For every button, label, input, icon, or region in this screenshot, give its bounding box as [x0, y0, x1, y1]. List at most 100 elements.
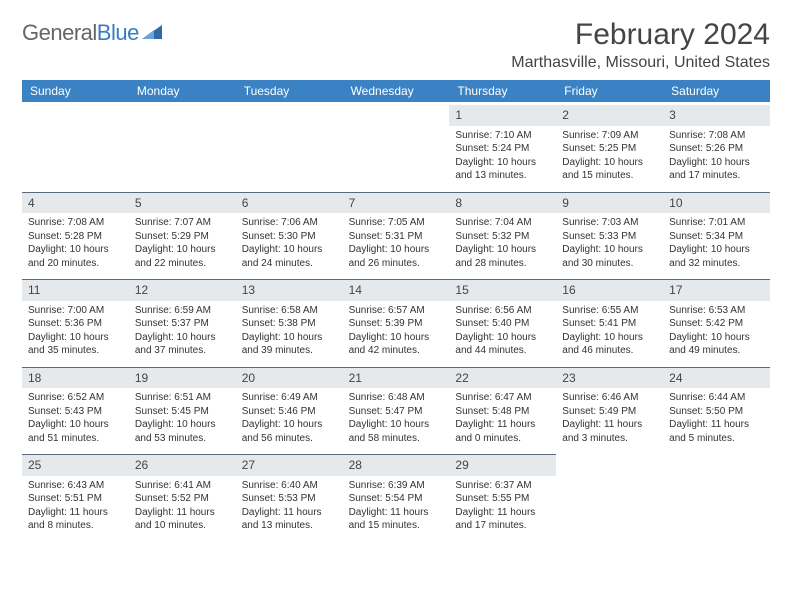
sunset-text: Sunset: 5:39 PM	[349, 317, 444, 331]
sunset-text: Sunset: 5:28 PM	[28, 230, 123, 244]
day-number-row: 28	[343, 454, 450, 476]
title-block: February 2024 Marthasville, Missouri, Un…	[511, 18, 770, 76]
day-number: 10	[669, 196, 682, 210]
day-number-row: 25	[22, 454, 129, 476]
daylight-text: Daylight: 11 hours and 3 minutes.	[562, 418, 657, 445]
calendar-day-cell	[556, 451, 663, 539]
weekday-label: Monday	[129, 80, 236, 102]
sunset-text: Sunset: 5:55 PM	[455, 492, 550, 506]
day-number-row: 13	[236, 279, 343, 301]
calendar-day-cell: 19Sunrise: 6:51 AMSunset: 5:45 PMDayligh…	[129, 364, 236, 452]
day-number-row: 27	[236, 454, 343, 476]
calendar-day-cell: 6Sunrise: 7:06 AMSunset: 5:30 PMDaylight…	[236, 189, 343, 277]
sunset-text: Sunset: 5:33 PM	[562, 230, 657, 244]
calendar-day-cell: 1Sunrise: 7:10 AMSunset: 5:24 PMDaylight…	[449, 102, 556, 189]
sunset-text: Sunset: 5:24 PM	[455, 142, 550, 156]
calendar-day-cell: 26Sunrise: 6:41 AMSunset: 5:52 PMDayligh…	[129, 451, 236, 539]
calendar-day-cell: 17Sunrise: 6:53 AMSunset: 5:42 PMDayligh…	[663, 276, 770, 364]
daylight-text: Daylight: 10 hours and 17 minutes.	[669, 156, 764, 183]
calendar-day-cell: 21 Sunrise: 6:48 AMSunset: 5:47 PMDayligh…	[343, 364, 450, 452]
sunrise-text: Sunrise: 6:51 AM	[135, 391, 230, 405]
calendar-day-cell: 23Sunrise: 6:46 AMSunset: 5:49 PMDayligh…	[556, 364, 663, 452]
day-number-row: 24	[663, 367, 770, 389]
weekday-label: Wednesday	[343, 80, 450, 102]
daylight-text: Daylight: 10 hours and 30 minutes.	[562, 243, 657, 270]
sunrise-text: Sunrise: 6:48 AM	[349, 391, 444, 405]
sunset-text: Sunset: 5:43 PM	[28, 405, 123, 419]
calendar-week: 11Sunrise: 7:00 AMSunset: 5:36 PMDayligh…	[22, 276, 770, 364]
sunset-text: Sunset: 5:52 PM	[135, 492, 230, 506]
day-number-row: 17	[663, 279, 770, 301]
sunrise-text: Sunrise: 6:39 AM	[349, 479, 444, 493]
daylight-text: Daylight: 10 hours and 56 minutes.	[242, 418, 337, 445]
sunrise-text: Sunrise: 6:58 AM	[242, 304, 337, 318]
weekday-header: Sunday Monday Tuesday Wednesday Thursday…	[22, 80, 770, 102]
day-number-row: 19	[129, 367, 236, 389]
calendar: Sunday Monday Tuesday Wednesday Thursday…	[22, 80, 770, 539]
calendar-week: 4Sunrise: 7:08 AMSunset: 5:28 PMDaylight…	[22, 189, 770, 277]
sunrise-text: Sunrise: 6:59 AM	[135, 304, 230, 318]
day-number: 16	[562, 283, 575, 297]
sunset-text: Sunset: 5:41 PM	[562, 317, 657, 331]
daylight-text: Daylight: 10 hours and 39 minutes.	[242, 331, 337, 358]
sunset-text: Sunset: 5:46 PM	[242, 405, 337, 419]
day-number-row: 1	[449, 105, 556, 126]
daylight-text: Daylight: 10 hours and 49 minutes.	[669, 331, 764, 358]
sunset-text: Sunset: 5:30 PM	[242, 230, 337, 244]
sunset-text: Sunset: 5:53 PM	[242, 492, 337, 506]
sunrise-text: Sunrise: 6:52 AM	[28, 391, 123, 405]
calendar-day-cell: 9Sunrise: 7:03 AMSunset: 5:33 PMDaylight…	[556, 189, 663, 277]
calendar-week: 25Sunrise: 6:43 AMSunset: 5:51 PMDayligh…	[22, 451, 770, 539]
sunset-text: Sunset: 5:37 PM	[135, 317, 230, 331]
day-number: 28	[349, 458, 362, 472]
daylight-text: Daylight: 11 hours and 0 minutes.	[455, 418, 550, 445]
daylight-text: Daylight: 10 hours and 26 minutes.	[349, 243, 444, 270]
day-number-row: 18	[22, 367, 129, 389]
day-number: 14	[349, 283, 362, 297]
calendar-week: 18 Sunrise: 6:52 AMSunset: 5:43 PM Dayligh…	[22, 364, 770, 452]
daylight-text: Daylight: 11 hours and 5 minutes.	[669, 418, 764, 445]
sunrise-text: Sunrise: 6:53 AM	[669, 304, 764, 318]
daylight-text: Daylight: 11 hours and 8 minutes.	[28, 506, 123, 533]
daylight-text: Daylight: 10 hours and 35 minutes.	[28, 331, 123, 358]
day-number: 23	[562, 371, 575, 385]
calendar-day-cell: 13Sunrise: 6:58 AMSunset: 5:38 PMDayligh…	[236, 276, 343, 364]
weekday-label: Thursday	[449, 80, 556, 102]
day-number: 7	[349, 196, 356, 210]
day-number-row: 2	[556, 105, 663, 126]
day-number-row: 11	[22, 279, 129, 301]
calendar-day-cell	[236, 102, 343, 189]
day-number-row: 21	[343, 367, 450, 389]
header: GeneralBlue February 2024 Marthasville, …	[22, 18, 770, 76]
sunset-text: Sunset: 5:50 PM	[669, 405, 764, 419]
daylight-text: Daylight: 10 hours and 46 minutes.	[562, 331, 657, 358]
sunset-text: Sunset: 5:26 PM	[669, 142, 764, 156]
calendar-day-cell: 20Sunrise: 6:49 AMSunset: 5:46 PMDayligh…	[236, 364, 343, 452]
daylight-text: Daylight: 10 hours and 42 minutes.	[349, 331, 444, 358]
day-number-row: 16	[556, 279, 663, 301]
day-number: 22	[455, 371, 468, 385]
day-number: 12	[135, 283, 148, 297]
day-number: 15	[455, 283, 468, 297]
sunset-text: Sunset: 5:47 PM	[349, 405, 444, 419]
sunset-text: Sunset: 5:34 PM	[669, 230, 764, 244]
sunrise-text: Sunrise: 7:06 AM	[242, 216, 337, 230]
daylight-text: Daylight: 11 hours and 15 minutes.	[349, 506, 444, 533]
day-number: 25	[28, 458, 41, 472]
calendar-day-cell: 11Sunrise: 7:00 AMSunset: 5:36 PMDayligh…	[22, 276, 129, 364]
daylight-text: Daylight: 10 hours and 58 minutes.	[349, 418, 444, 445]
sunset-text: Sunset: 5:31 PM	[349, 230, 444, 244]
daylight-text: Daylight: 11 hours and 13 minutes.	[242, 506, 337, 533]
calendar-day-cell: 3Sunrise: 7:08 AMSunset: 5:26 PMDaylight…	[663, 102, 770, 189]
daylight-text: Daylight: 10 hours and 13 minutes.	[455, 156, 550, 183]
day-number-row: 12	[129, 279, 236, 301]
day-number-row: 29	[449, 454, 556, 476]
sunrise-text: Sunrise: 6:46 AM	[562, 391, 657, 405]
calendar-day-cell	[663, 451, 770, 539]
daylight-text: Daylight: 11 hours and 17 minutes.	[455, 506, 550, 533]
calendar-day-cell: 5Sunrise: 7:07 AMSunset: 5:29 PMDaylight…	[129, 189, 236, 277]
calendar-day-cell: 15Sunrise: 6:56 AMSunset: 5:40 PMDayligh…	[449, 276, 556, 364]
calendar-day-cell: 18Sunrise: 6:52 AMSunset: 5:43 PMDayligh…	[22, 364, 129, 452]
day-number-row: 10	[663, 192, 770, 214]
day-number: 5	[135, 196, 142, 210]
